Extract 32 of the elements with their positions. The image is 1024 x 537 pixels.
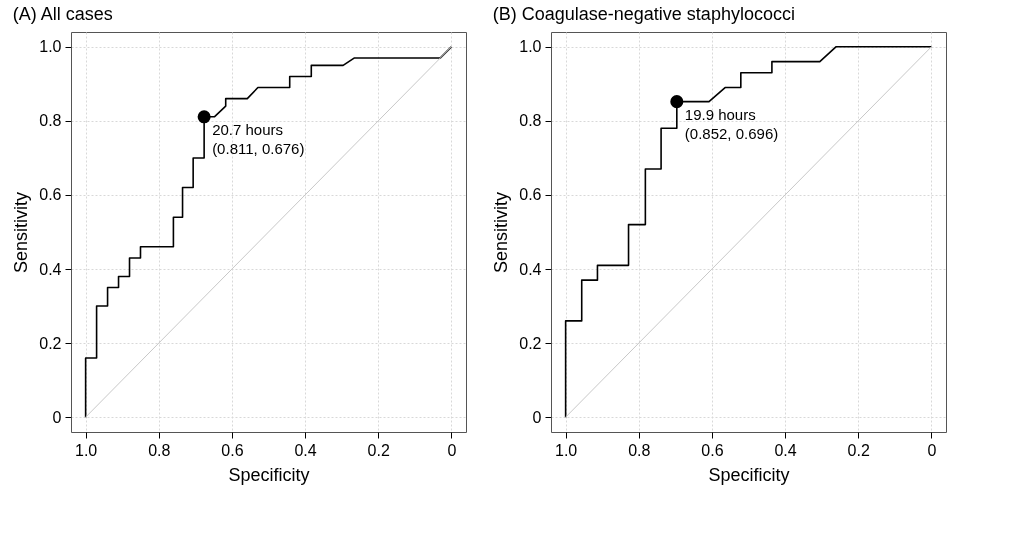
- x-tick-label: 0: [447, 441, 457, 459]
- y-tick-label: 0.4: [39, 260, 62, 278]
- x-tick-label: 0: [927, 441, 937, 459]
- y-tick-label: 0.6: [519, 186, 542, 204]
- y-tick-label: 0.8: [519, 112, 542, 130]
- y-tick-label: 0.6: [39, 186, 62, 204]
- x-tick-label: 0.2: [847, 441, 870, 459]
- y-tick-label: 0: [532, 408, 542, 426]
- x-tick-label: 1.0: [75, 441, 98, 459]
- y-tick-label: 1.0: [519, 38, 542, 56]
- x-tick-label: 0.6: [221, 441, 244, 459]
- x-tick-label: 0.8: [628, 441, 651, 459]
- chart-title: (B) Coagulase-negative staphylococci: [492, 4, 795, 24]
- x-axis-title: Specificity: [228, 464, 310, 485]
- x-tick-label: 1.0: [555, 441, 578, 459]
- annotation: 19.9 hours (0.852, 0.696): [684, 105, 779, 142]
- x-tick-label: 0.2: [367, 441, 390, 459]
- x-tick-label: 0.4: [294, 441, 317, 459]
- x-axis-title: Specificity: [708, 464, 790, 485]
- y-tick-label: 0.8: [39, 112, 62, 130]
- y-tick-label: 0.2: [39, 334, 62, 352]
- y-tick-label: 0: [52, 408, 62, 426]
- y-tick-label: 0.4: [519, 260, 542, 278]
- x-tick-label: 0.8: [148, 441, 171, 459]
- chart-title: (A) All cases: [12, 4, 113, 24]
- y-axis-title: Sensitivity: [11, 191, 32, 274]
- annotation: 20.7 hours (0.811, 0.676): [212, 120, 305, 157]
- y-axis-title: Sensitivity: [491, 191, 512, 274]
- x-tick-label: 0.4: [774, 441, 797, 459]
- x-tick-label: 0.6: [701, 441, 724, 459]
- y-tick-label: 1.0: [39, 38, 62, 56]
- y-tick-label: 0.2: [519, 334, 542, 352]
